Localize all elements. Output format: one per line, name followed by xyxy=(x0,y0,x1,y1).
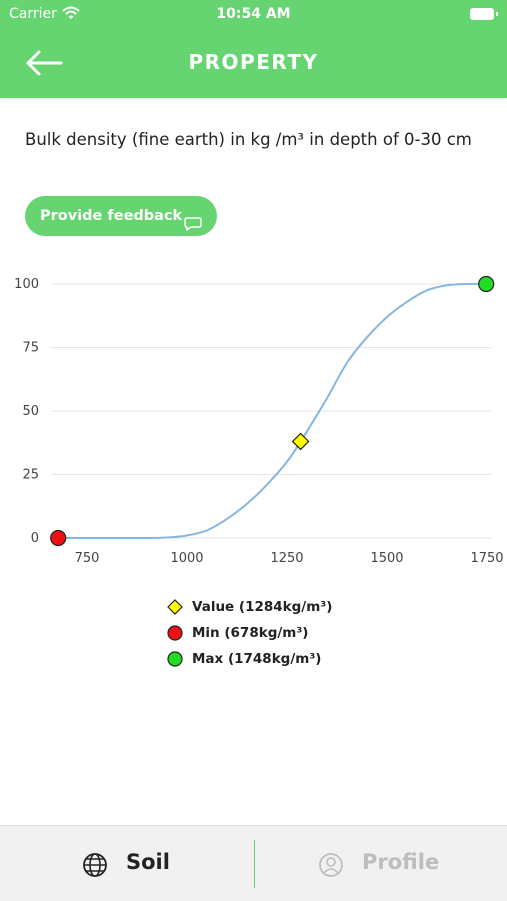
legend-label-value: Value (1284kg/m³) xyxy=(192,599,333,615)
user-circle-icon xyxy=(318,852,344,882)
legend-label-min: Min (678kg/m³) xyxy=(192,625,309,641)
x-tick-label-1000: 1000 xyxy=(170,551,203,566)
y-tick-label-25: 25 xyxy=(22,468,39,483)
tab-bar: Soil Profile xyxy=(0,825,507,901)
marker-max xyxy=(478,275,495,293)
y-tick-label-50: 50 xyxy=(22,404,39,419)
marker-value xyxy=(291,432,310,451)
green-dot-icon xyxy=(167,651,183,667)
x-tick-label-1250: 1250 xyxy=(270,551,303,566)
x-tick-label-1750: 1750 xyxy=(470,551,503,566)
battery-icon xyxy=(470,8,498,20)
tab-soil-label: Soil xyxy=(126,850,170,874)
arrow-left-icon xyxy=(26,50,63,76)
nav-bar: PROPERTY xyxy=(0,28,507,98)
wifi-icon xyxy=(62,6,80,24)
legend-item-min: Min (678kg/m³) xyxy=(166,620,332,646)
legend-item-max: Max (1748kg/m³) xyxy=(166,646,332,672)
tab-profile-label: Profile xyxy=(362,850,440,874)
status-bar: Carrier 10:54 AM xyxy=(0,0,507,28)
legend-label-max: Max (1748kg/m³) xyxy=(192,651,322,667)
red-dot-icon xyxy=(167,625,183,641)
y-tick-label-100: 100 xyxy=(14,277,39,292)
clock: 10:54 AM xyxy=(216,6,291,22)
legend-item-value: Value (1284kg/m³) xyxy=(166,594,332,620)
y-tick-label-75: 75 xyxy=(22,341,39,356)
page-title: PROPERTY xyxy=(188,50,319,74)
density-chart: 0 25 50 75 100 750 1000 1250 1500 1750 xyxy=(14,275,504,566)
y-tick-label-0: 0 xyxy=(31,531,39,546)
tab-profile[interactable]: Profile xyxy=(254,826,507,901)
tab-divider xyxy=(254,840,255,888)
property-description: Bulk density (fine earth) in kg /m³ in d… xyxy=(25,130,472,149)
chat-bubble-icon xyxy=(183,208,203,248)
x-tick-label-750: 750 xyxy=(75,551,100,566)
globe-icon xyxy=(82,852,108,882)
marker-min xyxy=(50,529,67,547)
chart-legend: Value (1284kg/m³) Min (678kg/m³) Max (17… xyxy=(166,594,332,672)
provide-feedback-label: Provide feedback xyxy=(40,208,183,224)
tab-soil[interactable]: Soil xyxy=(0,826,253,901)
diamond-icon xyxy=(167,599,183,615)
carrier-label: Carrier xyxy=(9,6,57,22)
x-tick-label-1500: 1500 xyxy=(370,551,403,566)
back-button[interactable] xyxy=(24,48,64,78)
provide-feedback-button[interactable]: Provide feedback xyxy=(25,196,217,236)
